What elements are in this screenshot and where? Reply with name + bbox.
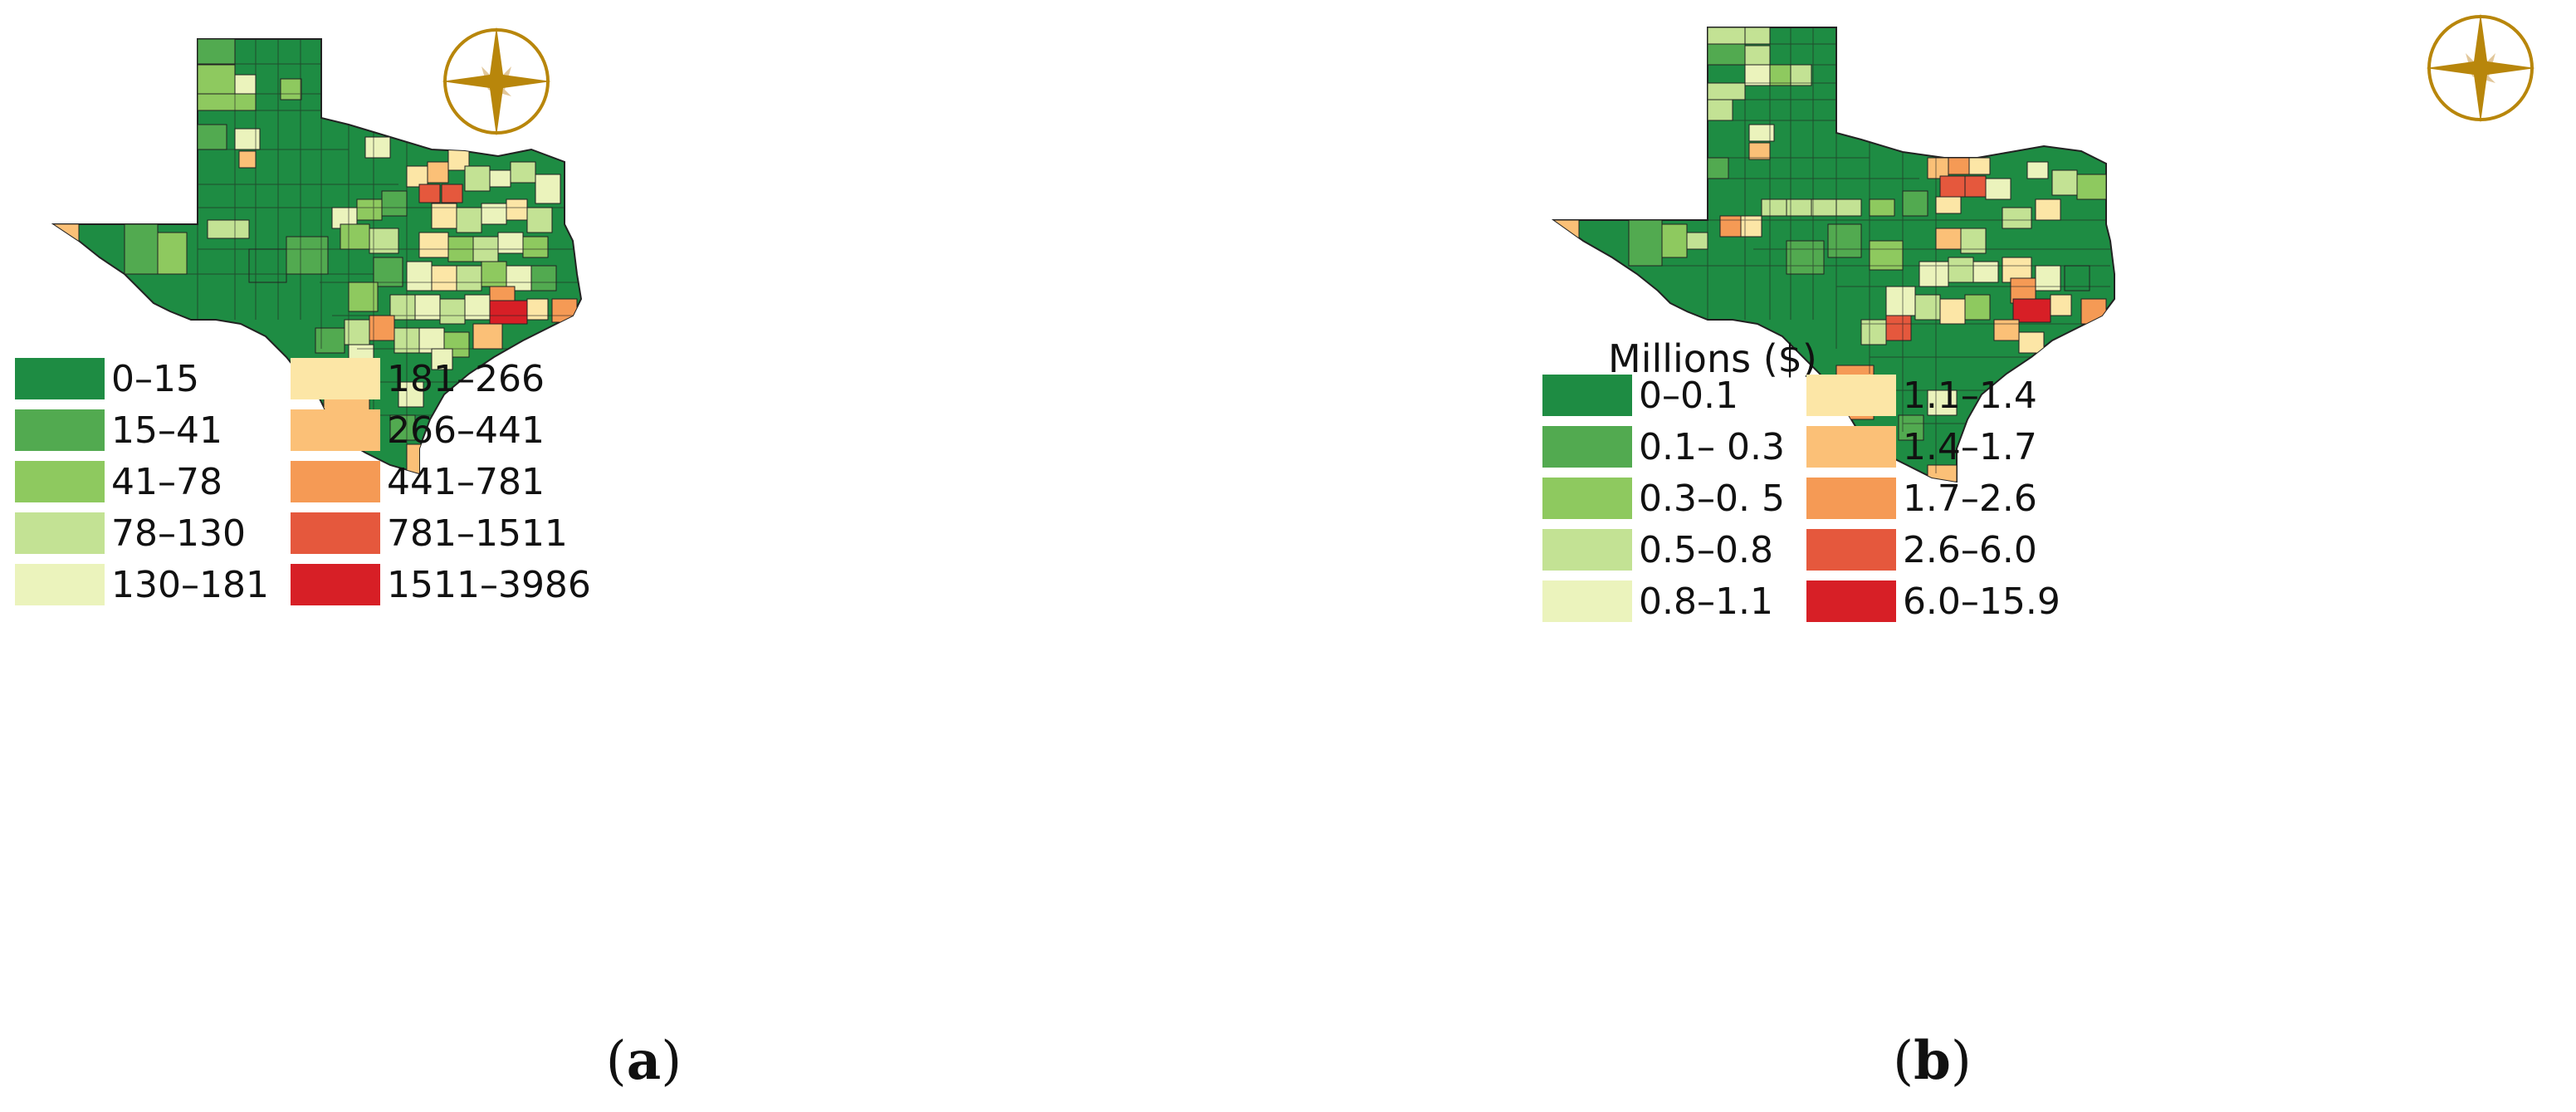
legend-swatch — [1806, 426, 1896, 468]
compass-rose-icon — [2426, 13, 2535, 123]
legend-label: 6.0–15.9 — [1902, 580, 2060, 623]
legend-item: 441–781 — [290, 456, 591, 507]
caption-letter: a — [626, 1030, 662, 1092]
legend-item: 1511–3986 — [290, 559, 591, 610]
compass-rose-icon — [442, 27, 551, 136]
legend-label: 0.8–1.1 — [1639, 580, 1773, 623]
legend-item: 130–181 — [15, 559, 269, 610]
legend-label: 0.1– 0.3 — [1639, 425, 1785, 468]
legend-item: 0.5–0.8 — [1542, 524, 1785, 576]
legend-swatch — [1542, 426, 1632, 468]
legend-swatch — [15, 409, 105, 451]
legend-item: 78–130 — [15, 507, 269, 559]
legend-item: 0–0.1 — [1542, 370, 1785, 421]
legend-label: 130–181 — [111, 563, 269, 606]
legend-title: Millions ($) — [1608, 336, 1817, 381]
legend-swatch — [1806, 529, 1896, 571]
legend-swatch — [290, 358, 380, 399]
legend-swatch — [1542, 580, 1632, 622]
legend-item: 6.0–15.9 — [1806, 576, 2060, 627]
texas-map-b — [1551, 27, 2115, 483]
legend-swatch — [15, 461, 105, 502]
legend-swatch — [15, 564, 105, 605]
legend-label: 2.6–6.0 — [1902, 528, 2037, 571]
legend-a: 0–15 181–266 15–41 266–441 41–78 441–781… — [15, 353, 591, 610]
legend-label: 41–78 — [111, 460, 222, 503]
legend-swatch — [290, 564, 380, 605]
legend-label: 1.7–2.6 — [1902, 477, 2037, 520]
caption-b: (b) — [1893, 1030, 1972, 1092]
legend-swatch — [290, 461, 380, 502]
legend-label: 78–130 — [111, 512, 246, 555]
legend-label: 181–266 — [386, 357, 545, 400]
legend-label: 0–0.1 — [1639, 374, 1738, 417]
legend-item: 0.1– 0.3 — [1542, 421, 1785, 473]
legend-item: 266–441 — [290, 404, 591, 456]
legend-swatch — [1542, 478, 1632, 519]
legend-label: 1.1–1.4 — [1902, 374, 2037, 417]
legend-label: 1511–3986 — [386, 563, 591, 606]
legend-item: 41–78 — [15, 456, 269, 507]
legend-swatch — [1542, 375, 1632, 416]
legend-swatch — [1806, 375, 1896, 416]
map-panel-b: Millions ($) 0–0.1 1.1–1.4 0.1– 0.3 1.4–… — [1288, 0, 2576, 1112]
legend-label: 0.3–0. 5 — [1639, 477, 1785, 520]
legend-item: 781–1511 — [290, 507, 591, 559]
legend-swatch — [290, 512, 380, 554]
legend-label: 266–441 — [386, 409, 545, 452]
legend-swatch — [290, 409, 380, 451]
legend-item: 0.3–0. 5 — [1542, 473, 1785, 524]
legend-label: 15–41 — [111, 409, 222, 452]
legend-label: 1.4–1.7 — [1902, 425, 2037, 468]
map-panel-a: 0–15 181–266 15–41 266–441 41–78 441–781… — [15, 27, 682, 1092]
legend-label: 0.5–0.8 — [1639, 528, 1773, 571]
caption-letter: b — [1914, 1030, 1951, 1092]
legend-item: 2.6–6.0 — [1806, 524, 2060, 576]
legend-item: 1.4–1.7 — [1806, 421, 2060, 473]
legend-swatch — [15, 358, 105, 399]
legend-item: 1.1–1.4 — [1806, 370, 2060, 421]
legend-item: 0–15 — [15, 353, 269, 404]
legend-label: 441–781 — [386, 460, 545, 503]
legend-item: 1.7–2.6 — [1806, 473, 2060, 524]
legend-swatch — [1542, 529, 1632, 571]
legend-swatch — [1806, 478, 1896, 519]
caption-a: (a) — [605, 1030, 682, 1092]
county-grid — [1554, 27, 2110, 482]
legend-label: 781–1511 — [386, 512, 568, 555]
legend-item: 181–266 — [290, 353, 591, 404]
legend-label: 0–15 — [111, 357, 199, 400]
legend-swatch — [1806, 580, 1896, 622]
legend-b: 0–0.1 1.1–1.4 0.1– 0.3 1.4–1.7 0.3–0. 5 … — [1542, 370, 2060, 627]
legend-item: 15–41 — [15, 404, 269, 456]
legend-item: 0.8–1.1 — [1542, 576, 1785, 627]
legend-swatch — [15, 512, 105, 554]
